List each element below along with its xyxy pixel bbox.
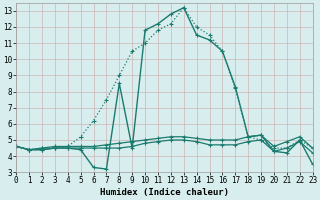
X-axis label: Humidex (Indice chaleur): Humidex (Indice chaleur) [100, 188, 229, 197]
